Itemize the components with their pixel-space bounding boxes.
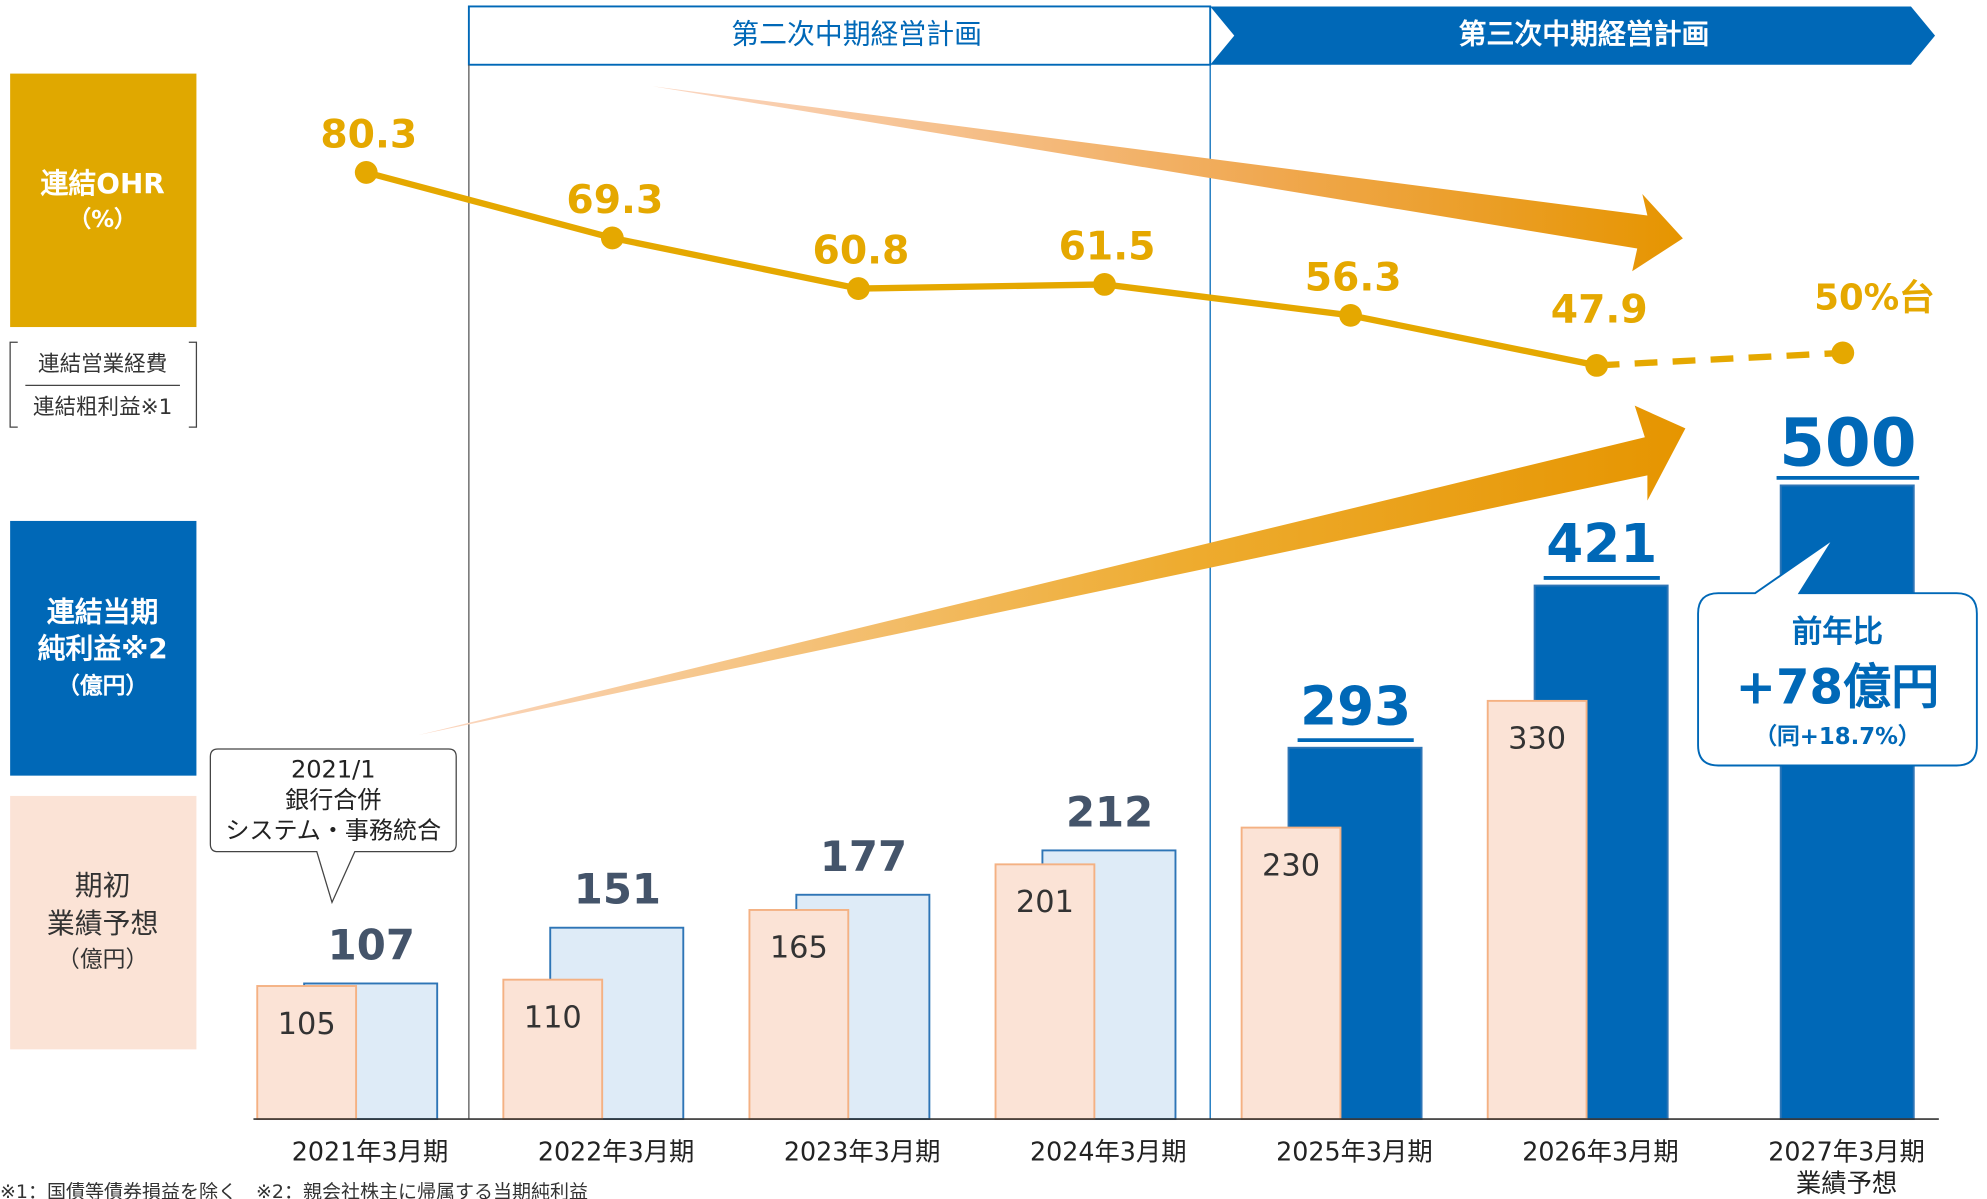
ohr-value-label: 61.5 [1059,224,1156,269]
forecast-bar [256,985,358,1121]
ohr-line [365,169,1598,369]
ohr-point [1585,354,1609,377]
actual-value-label: 212 [1066,787,1153,836]
actual-value-label: 421 [1546,513,1657,575]
ohr-value-label: 69.3 [566,178,663,223]
forecast-value-label: 110 [524,1000,582,1035]
merger-text: システム・事務統合 [225,816,441,844]
ohr-point [1831,341,1855,365]
trend-arrow [652,86,1683,272]
x-tick-label: 2025年3月期 [1276,1136,1433,1166]
trend-arrow [418,405,1686,736]
forecast-value-label: 105 [278,1007,336,1042]
plan2-label: 第二次中期経営計画 [731,18,982,51]
ohr-value-label: 60.8 [813,229,910,274]
x-tick-label: 2027年3月期 [1768,1136,1925,1166]
ohr-value-label: 80.3 [320,112,417,157]
ohr-value-label: 56.3 [1305,255,1402,300]
forecast-bar [994,863,1096,1121]
forecast-label: （億円） [57,947,148,973]
x-tick-label: 2024年3月期 [1030,1136,1187,1166]
ohr-denominator: 連結粗利益※1 [33,395,172,420]
plan3-label: 第三次中期経営計画 [1459,18,1710,51]
merger-callout [209,748,457,905]
actual-value-label: 500 [1779,404,1917,481]
bracket [9,341,198,428]
ohr-line-forecast [1596,349,1843,369]
actual-value-label: 293 [1300,675,1411,737]
actual-value-label: 151 [574,865,661,914]
footnote: ※1：国債等債券損益を除く ※2：親会社株主に帰属する当期純利益 [0,1181,588,1199]
forecast-value-label: 165 [770,931,828,966]
growth-text: +78億円 [1736,660,1940,716]
ohr-point [600,226,624,250]
ohr-value-label: 50%台 [1814,278,1934,319]
ohr-label: 連結OHR [41,167,165,200]
actual-bar [1779,484,1915,1121]
ohr-label: （%） [68,206,136,233]
ohr-point [354,161,378,184]
growth-text: （同+18.7%） [1754,723,1921,750]
forecast-bar [1486,699,1588,1121]
ohr-value-label: 47.9 [1551,288,1648,333]
forecast-bar [1240,826,1342,1121]
x-tick-label: 2022年3月期 [538,1136,695,1166]
ohr-point [847,277,870,300]
plan2-box [467,5,1212,66]
forecast-panel [10,795,197,1050]
x-tick-label: 2023年3月期 [784,1136,941,1166]
forecast-value-label: 201 [1016,885,1074,920]
forecast-value-label: 230 [1262,848,1320,883]
actual-value-label: 177 [820,832,907,881]
actual-value-label: 107 [328,920,415,969]
plan3-box [1210,6,1936,65]
ohr-numerator: 連結営業経費 [38,352,167,377]
growth-callout [1697,537,1978,767]
forecast-value-label: 330 [1508,722,1566,757]
forecast-label: 期初 [75,869,131,902]
net-income-label: （億円） [57,672,148,699]
forecast-bar [502,978,604,1121]
merger-text: 2021/1 [291,756,376,784]
net-income-label: 連結当期 [47,595,158,628]
net-income-label: 純利益※2 [38,632,168,665]
x-tick-label: 2026年3月期 [1522,1136,1679,1166]
ohr-point [1093,273,1116,296]
net-income-panel [10,520,197,776]
merger-text: 銀行合併 [285,786,381,814]
ohr-point [1339,303,1363,327]
growth-text: 前年比 [1792,615,1883,650]
forecast-label: 業績予想 [47,907,158,940]
ohr-panel [10,73,197,328]
x-tick-note: 業績予想 [1796,1168,1897,1198]
x-tick-label: 2021年3月期 [292,1136,449,1166]
